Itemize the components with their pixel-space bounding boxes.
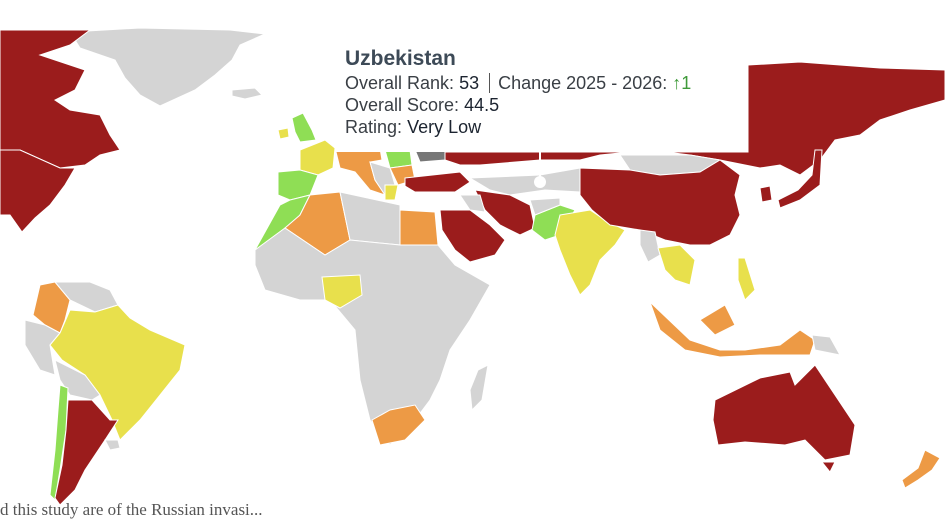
country-borneo[interactable] — [699, 304, 736, 336]
country-uruguay[interactable] — [104, 439, 121, 451]
country-argentina[interactable] — [54, 399, 119, 506]
country-brazil[interactable] — [49, 304, 186, 441]
country-indonesia[interactable] — [649, 301, 816, 358]
tooltip-country-name: Uzbekistan — [345, 47, 456, 70]
country-greenland[interactable] — [69, 27, 267, 107]
country-png[interactable] — [811, 334, 841, 356]
country-australia[interactable] — [712, 364, 856, 461]
tooltip-pointer-dot — [534, 176, 546, 188]
country-myanmar[interactable] — [639, 229, 661, 263]
country-philippines[interactable] — [737, 257, 756, 301]
arrow-up-icon: ↑ — [672, 73, 682, 93]
tooltip-rating-line: Rating: Very Low — [345, 116, 738, 138]
footer-text: d this study are of the Russian invasi..… — [0, 500, 263, 519]
tooltip-rank-line: Overall Rank: 53 Change 2025 - 2026: ↑1 — [345, 72, 738, 94]
country-chile[interactable] — [49, 384, 69, 502]
rating-value: Very Low — [407, 117, 482, 137]
separator — [489, 73, 491, 93]
country-russia[interactable] — [444, 61, 945, 176]
country-africa-rest[interactable] — [254, 227, 491, 446]
country-thailand-vietnam[interactable] — [657, 244, 696, 286]
country-new-zealand[interactable] — [901, 449, 941, 489]
country-madagascar[interactable] — [469, 364, 489, 412]
country-tasmania[interactable] — [820, 461, 836, 473]
rank-value: 53 — [459, 73, 480, 93]
score-value: 44.5 — [464, 95, 500, 115]
country-iraq[interactable] — [459, 194, 486, 213]
change-value: 1 — [681, 73, 692, 93]
country-iran[interactable] — [474, 189, 536, 236]
rating-label: Rating: — [345, 117, 403, 137]
rank-label: Overall Rank: — [345, 73, 455, 93]
country-ireland[interactable] — [277, 127, 290, 140]
country-japan[interactable] — [777, 149, 823, 209]
country-turkey[interactable] — [404, 171, 471, 193]
country-afghanistan[interactable] — [529, 197, 561, 216]
country-saudi-arabia[interactable] — [439, 209, 506, 263]
country-egypt[interactable] — [399, 209, 439, 246]
change-label: Change 2025 - 2026: — [498, 73, 668, 93]
country-china[interactable] — [579, 159, 741, 246]
country-uk[interactable] — [291, 112, 317, 143]
country-iceland[interactable] — [231, 87, 263, 100]
country-korea[interactable] — [759, 185, 773, 203]
country-greece[interactable] — [384, 184, 399, 201]
score-label: Overall Score: — [345, 95, 460, 115]
country-tooltip: Uzbekistan Overall Rank: 53 Change 2025 -… — [335, 40, 748, 152]
country-peru[interactable] — [24, 319, 61, 376]
tooltip-score-line: Overall Score: 44.5 — [345, 94, 738, 116]
country-usa[interactable] — [0, 149, 76, 233]
country-france[interactable] — [299, 139, 336, 176]
country-nigeria[interactable] — [321, 274, 363, 309]
country-south-africa[interactable] — [371, 404, 426, 446]
